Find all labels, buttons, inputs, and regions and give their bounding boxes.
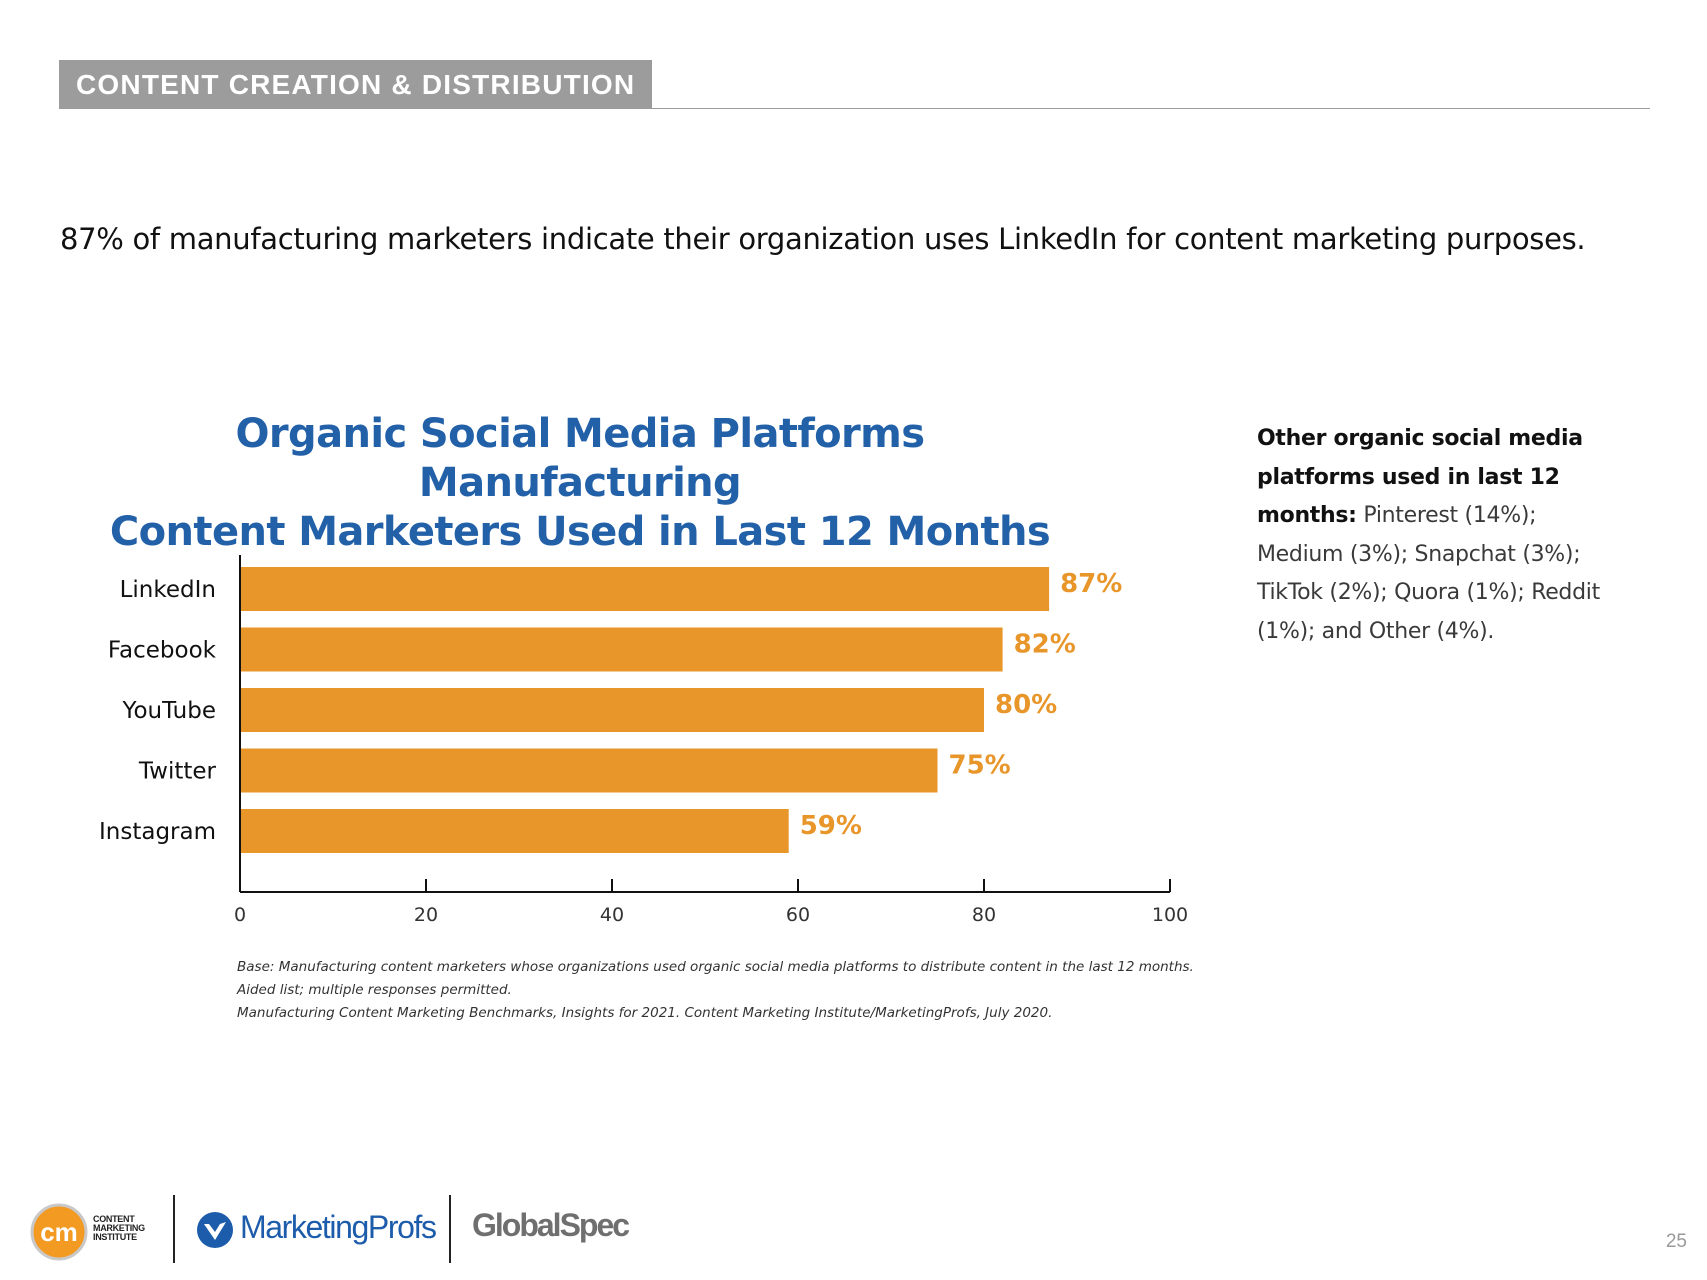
footer-logos: cm CONTENT MARKETING INSTITUTE Marketing…	[30, 1195, 630, 1267]
data-label: 82%	[1014, 630, 1076, 660]
other-platforms-note-heading: Other organic social media platforms use…	[1257, 426, 1583, 528]
bar-youtube	[240, 688, 984, 732]
page-number: 25	[1665, 1231, 1687, 1252]
cmi-logo-text-line-1: CONTENT	[93, 1214, 135, 1224]
base-note-line-1: Base: Manufacturing content marketers wh…	[237, 959, 1194, 975]
category-label: Twitter	[138, 759, 217, 785]
bar-facebook	[240, 627, 1003, 672]
base-note-line-2: Aided list; multiple responses permitted…	[237, 982, 512, 998]
other-platforms-note-text: Pinterest (14%); Medium (3%); Snapchat (…	[1257, 503, 1600, 644]
base-note: Base: Manufacturing content marketers wh…	[237, 956, 1237, 1025]
category-label: Facebook	[108, 638, 217, 664]
section-tag: CONTENT CREATION & DISTRIBUTION	[59, 60, 653, 109]
bar-linkedin	[240, 567, 1050, 611]
x-tick-label: 20	[414, 904, 438, 926]
section-divider	[59, 108, 1650, 109]
base-note-line-3: Manufacturing Content Marketing Benchmar…	[237, 1005, 1053, 1021]
chart-title-line-2: Content Marketers Used in Last 12 Months	[109, 509, 1051, 555]
marketingprofs-logo-text: MarketingProfs	[240, 1209, 437, 1245]
data-label: 59%	[800, 811, 862, 841]
logo-divider	[173, 1195, 175, 1263]
globalspec-logo-text: GlobalSpec	[472, 1207, 630, 1243]
category-label: Instagram	[99, 819, 216, 845]
x-tick-label: 0	[234, 904, 246, 926]
cmi-logo-icon: cm	[30, 1203, 88, 1261]
data-label: 80%	[995, 690, 1057, 720]
category-label: LinkedIn	[120, 577, 216, 603]
cmi-logo-text-line-2: MARKETING	[93, 1223, 145, 1233]
data-label: 87%	[1060, 569, 1122, 599]
bar-twitter	[240, 748, 938, 793]
other-platforms-note: Other organic social media platforms use…	[1257, 420, 1617, 651]
x-tick-label: 40	[600, 904, 624, 926]
logo-divider	[449, 1195, 451, 1263]
x-tick-label: 100	[1152, 904, 1188, 926]
cmi-logo-mark: cm	[40, 1217, 78, 1247]
category-label: YouTube	[121, 698, 216, 724]
chart-title: Organic Social Media Platforms Manufactu…	[80, 410, 1080, 557]
cmi-logo-text-line-3: INSTITUTE	[93, 1232, 137, 1242]
bar-instagram	[240, 809, 789, 853]
data-label: 75%	[949, 751, 1011, 781]
x-tick-label: 60	[786, 904, 810, 926]
chart-title-line-1: Organic Social Media Platforms Manufactu…	[235, 411, 926, 506]
x-tick-label: 80	[972, 904, 996, 926]
headline: 87% of manufacturing marketers indicate …	[60, 222, 1586, 256]
marketingprofs-logo-icon	[197, 1212, 233, 1248]
cmi-logo-text: CONTENT MARKETING INSTITUTE	[93, 1215, 163, 1242]
